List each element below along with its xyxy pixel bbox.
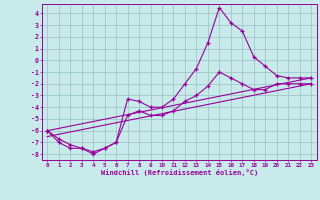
X-axis label: Windchill (Refroidissement éolien,°C): Windchill (Refroidissement éolien,°C) bbox=[100, 169, 258, 176]
